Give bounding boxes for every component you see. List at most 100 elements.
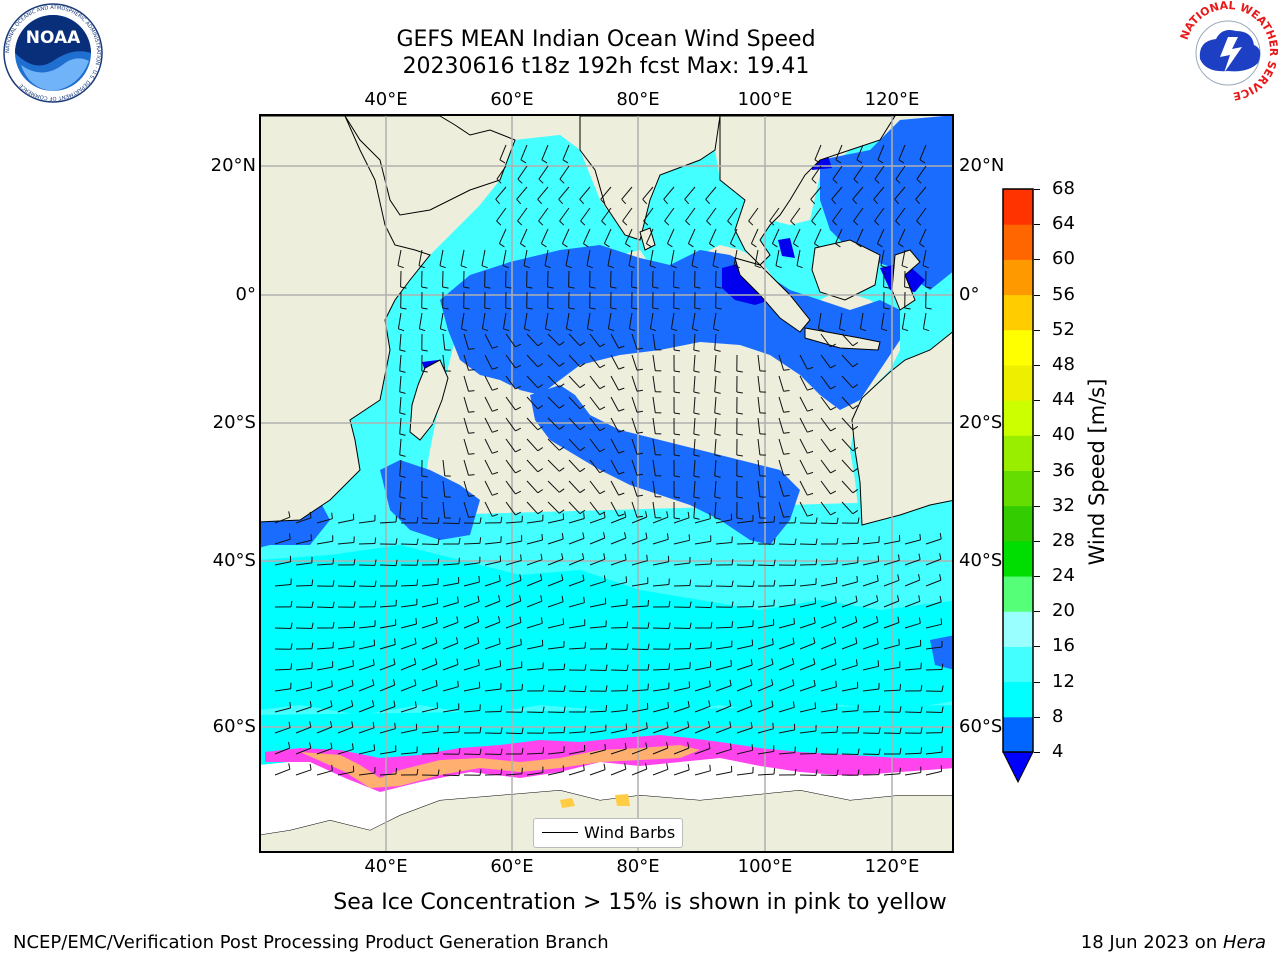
wind-barb-flag [477, 595, 480, 602]
wind-barb-flag [421, 349, 428, 352]
wind-barb [652, 354, 656, 371]
wind-barb [505, 375, 516, 390]
wind-barb-flag [729, 721, 732, 728]
wind-barb [820, 438, 831, 453]
wind-barb [841, 417, 854, 431]
wind-barb-flag [395, 515, 397, 523]
wind-barb-flag [710, 641, 712, 648]
wind-barb-flag [372, 721, 375, 728]
wind-barb-flag [468, 411, 475, 413]
wind-barb-flag [899, 684, 902, 691]
wind-barb-flag [421, 517, 428, 520]
wind-barb-flag [479, 517, 482, 524]
land-borneo [811, 239, 881, 301]
wind-barb-flag [599, 469, 606, 474]
colorbar-tick [1034, 364, 1040, 366]
wind-barb-flag [515, 406, 522, 411]
wind-barb-flag [579, 383, 586, 389]
wind-barb [778, 375, 785, 392]
wind-barb [274, 584, 291, 587]
wind-barb-flag [537, 384, 544, 389]
wind-barb-flag [714, 391, 721, 394]
colorbar-segment [1003, 716, 1033, 753]
wind-barb-flag [311, 642, 314, 649]
wind-barb-flag [499, 660, 502, 667]
wind-barb [505, 396, 516, 411]
wind-barb [694, 540, 711, 545]
wind-barb-flag [857, 726, 860, 733]
wind-barb [778, 480, 785, 497]
wind-barb [274, 561, 291, 566]
wind-barb [757, 396, 761, 413]
wind-barb-flag [631, 307, 638, 310]
wind-barb [544, 249, 549, 266]
wind-barb-flag [920, 727, 923, 734]
wind-barb [547, 396, 560, 409]
wind-barb [442, 708, 459, 713]
wind-barb [810, 186, 822, 200]
colorbar-segment [1003, 611, 1033, 647]
wind-barb [610, 669, 628, 671]
wind-barb-flag [736, 517, 743, 520]
wind-barb-flag [540, 574, 543, 581]
wind-barb-flag [559, 425, 565, 430]
wind-barb-flag [688, 534, 691, 541]
wind-barb [631, 438, 638, 455]
wind-barb [421, 730, 438, 734]
wind-barb-flag [519, 616, 522, 623]
wind-barb-flag [416, 579, 419, 586]
wind-barb-flag [714, 496, 721, 499]
wind-barb-flag [940, 618, 943, 625]
wind-barb-flag [860, 328, 867, 332]
wind-barb [714, 459, 717, 476]
wind-barb [736, 625, 753, 629]
wind-barb-flag [647, 600, 649, 607]
wind-barb [778, 684, 795, 692]
wind-barb-flag [736, 391, 743, 394]
wind-barb-flag [709, 680, 711, 687]
wind-barb [400, 752, 417, 755]
wind-barb [841, 396, 854, 410]
wind-barb [505, 501, 516, 516]
wind-barb [379, 750, 396, 755]
wind-barb-flag [689, 579, 692, 586]
wind-barb [820, 642, 836, 650]
wind-barb-flag [351, 721, 354, 728]
wind-barb [714, 396, 717, 413]
wind-barb-flag [815, 538, 818, 545]
wind-barb [694, 666, 711, 671]
wind-barb-flag [559, 362, 565, 367]
wind-barb [652, 459, 656, 476]
wind-barb [757, 521, 775, 524]
wind-barb [813, 228, 822, 244]
wind-barb-flag [618, 513, 625, 517]
wind-barb-flag [646, 554, 648, 561]
wind-barb-flag [492, 366, 499, 370]
wind-barb [399, 333, 402, 350]
wind-barb-flag [624, 511, 627, 518]
wind-barb [379, 773, 397, 776]
colorbar-tick-label: 12 [1052, 670, 1075, 692]
wind-barb [778, 604, 795, 608]
wind-barb-flag [667, 701, 669, 708]
wind-barb [778, 623, 795, 629]
ocean-region [470, 135, 600, 255]
wind-barb [379, 728, 396, 734]
wind-barb-flag [537, 489, 544, 494]
wind-barb [820, 621, 837, 629]
wind-barb-flag [771, 658, 774, 665]
wind-barb [894, 186, 906, 200]
wind-barb [652, 417, 656, 434]
wind-barb-flag [516, 198, 522, 205]
wind-barb [379, 605, 397, 608]
wind-barb-flag [751, 243, 757, 248]
wind-barb [505, 622, 522, 629]
wind-barb-flag [496, 178, 502, 184]
wind-barb-flag [941, 706, 944, 713]
wind-barb-flag [915, 198, 921, 205]
wind-barb-flag [603, 511, 606, 518]
wind-barb-flag [481, 265, 488, 269]
wind-barb [498, 228, 507, 244]
wind-barb [736, 749, 753, 755]
wind-barb-flag [372, 700, 375, 707]
